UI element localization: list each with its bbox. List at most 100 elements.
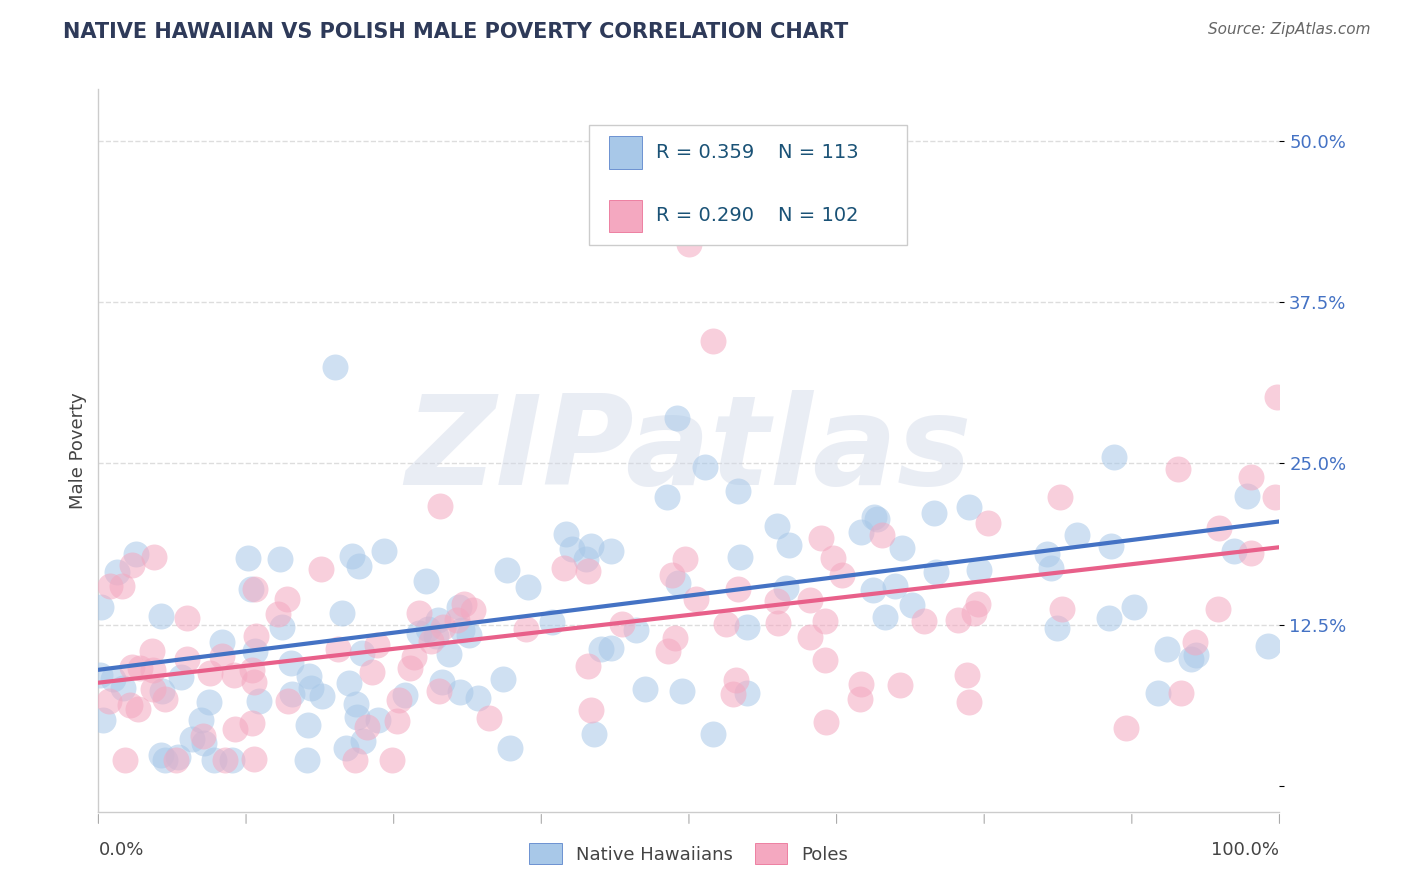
Point [281,687,304,701]
Point [202,753,225,767]
Point [366,638,388,652]
Point [165,753,187,767]
Point [193,736,215,750]
Point [271,620,294,634]
Point [1184,635,1206,649]
Point [408,626,430,640]
Point [180,732,202,747]
Point [211,649,233,664]
Point [1066,528,1088,542]
Point [373,544,395,558]
Point [657,490,679,504]
Text: 100.0%: 100.0% [1212,841,1279,859]
Point [432,619,454,633]
Point [416,622,439,636]
Text: R = 0.359: R = 0.359 [655,143,754,161]
Point [766,616,789,631]
Point [849,692,872,706]
Point [671,684,693,698]
Point [415,574,437,589]
Point [799,593,821,607]
Point [426,613,449,627]
Point [657,644,679,658]
Point [1147,686,1170,700]
Point [299,681,322,695]
Text: Source: ZipAtlas.com: Source: ZipAtlas.com [1208,22,1371,37]
Point [280,657,302,671]
Point [176,610,198,624]
Point [664,632,686,646]
Point [831,567,853,582]
Point [695,459,717,474]
Text: R = 0.290: R = 0.290 [655,206,754,225]
Point [352,646,374,660]
Point [821,550,844,565]
Point [198,666,221,681]
Point [467,690,489,705]
Point [673,551,696,566]
Point [408,606,430,620]
Point [449,685,471,699]
Point [778,538,800,552]
Point [810,532,832,546]
Point [1264,490,1286,504]
Point [170,670,193,684]
Point [167,750,190,764]
Point [581,539,603,553]
Point [142,681,165,696]
Point [176,652,198,666]
Point [889,678,911,692]
Point [114,753,136,767]
Point [1098,611,1121,625]
Point [849,525,872,540]
Point [240,715,263,730]
Point [634,681,657,696]
Point [1240,546,1263,560]
Point [1206,601,1229,615]
Point [111,579,134,593]
Point [347,558,370,573]
Point [685,591,707,606]
Text: ZIPatlas: ZIPatlas [406,390,972,511]
Point [478,711,501,725]
Point [458,628,481,642]
Point [335,741,357,756]
Point [1180,652,1202,666]
Point [340,549,363,563]
Point [214,753,236,767]
Point [957,500,980,515]
Point [1185,648,1208,662]
Point [129,661,152,675]
Text: NATIVE HAWAIIAN VS POLISH MALE POVERTY CORRELATION CHART: NATIVE HAWAIIAN VS POLISH MALE POVERTY C… [63,22,848,42]
Point [211,635,233,649]
Point [429,500,451,514]
Point [666,575,689,590]
Text: N = 102: N = 102 [778,206,858,225]
Point [337,676,360,690]
Point [240,663,263,677]
Point [957,695,980,709]
Point [901,599,924,613]
Point [242,674,264,689]
Point [127,702,149,716]
Point [955,668,977,682]
Point [872,528,894,542]
Point [1156,642,1178,657]
Point [727,483,749,498]
FancyBboxPatch shape [609,200,641,232]
Point [1265,390,1288,404]
Point [222,667,245,681]
Point [1240,469,1263,483]
Point [702,727,724,741]
Point [912,614,935,628]
Point [121,558,143,572]
Point [1257,639,1279,653]
Point [1099,539,1122,553]
Point [361,665,384,679]
FancyBboxPatch shape [609,136,641,169]
Point [385,714,408,728]
Point [1208,521,1230,535]
Point [356,720,378,734]
Point [98,694,121,708]
Point [437,647,460,661]
